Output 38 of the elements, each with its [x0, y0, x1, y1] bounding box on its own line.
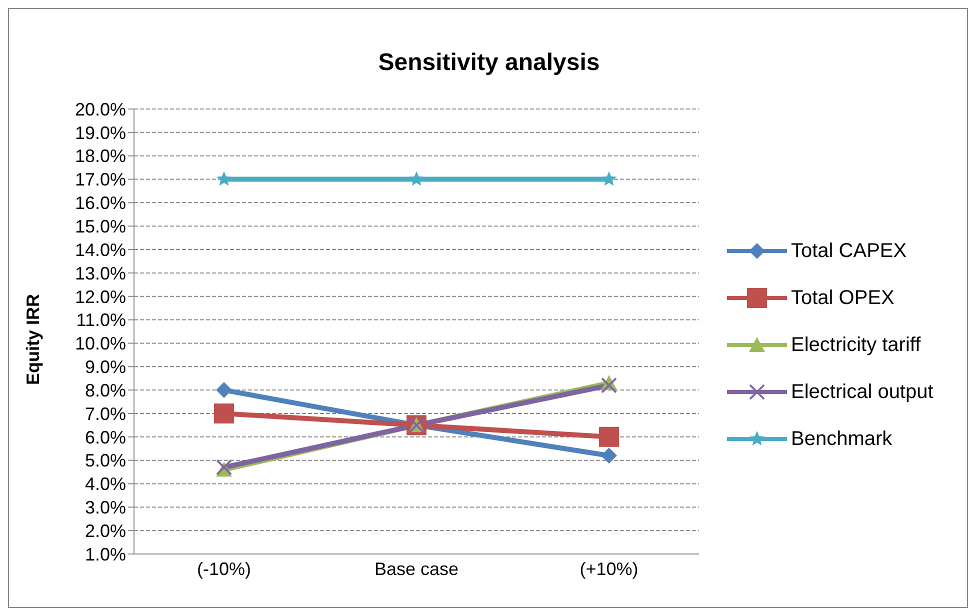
y-tick-label: 11.0% — [76, 310, 126, 330]
y-tick-label: 8.0% — [84, 380, 126, 400]
y-tick-label: 13.0% — [74, 263, 126, 284]
y-tick-label: 15.0% — [74, 216, 126, 236]
point — [216, 382, 232, 398]
legend-label: Total CAPEX — [791, 240, 907, 262]
point — [601, 448, 617, 464]
y-tick-label: 18.0% — [74, 146, 126, 166]
legend-label: Electricity tariff — [791, 334, 921, 356]
y-tick-label: 17.0% — [74, 170, 126, 190]
x-tick-label: (-10%) — [196, 558, 252, 579]
legend-label: Electrical output — [791, 380, 934, 404]
point — [408, 171, 424, 186]
y-tick-label: 19.0% — [74, 122, 126, 143]
x-tick-label: Base case — [374, 558, 459, 579]
point — [601, 377, 617, 394]
y-tick-label: 6.0% — [84, 427, 126, 448]
y-tick-label: 1.0% — [84, 544, 126, 564]
y-tick-label: 3.0% — [84, 498, 126, 518]
y-tick-label: 14.0% — [74, 240, 126, 260]
point — [599, 426, 619, 447]
y-tick-label: 20.0% — [74, 99, 126, 120]
y-tick-label: 5.0% — [84, 450, 126, 471]
y-tick-label: 2.0% — [84, 520, 126, 541]
y-tick-label: 7.0% — [84, 404, 126, 424]
y-tick-label: 4.0% — [84, 474, 126, 494]
legend-label: Total OPEX — [791, 286, 894, 310]
y-tick-label: 16.0% — [74, 193, 126, 214]
chart-title: Sensitivity analysis — [377, 49, 601, 77]
point — [601, 171, 617, 186]
y-tick-label: 12.0% — [74, 286, 126, 307]
y-tick-label: 10.0% — [74, 334, 126, 354]
legend-label: Benchmark — [791, 428, 892, 450]
point — [214, 403, 234, 424]
point — [216, 171, 232, 186]
y-axis-title: Equity IRR — [22, 293, 44, 385]
x-tick-label: (+10%) — [580, 558, 638, 579]
y-tick-label: 9.0% — [84, 357, 126, 378]
